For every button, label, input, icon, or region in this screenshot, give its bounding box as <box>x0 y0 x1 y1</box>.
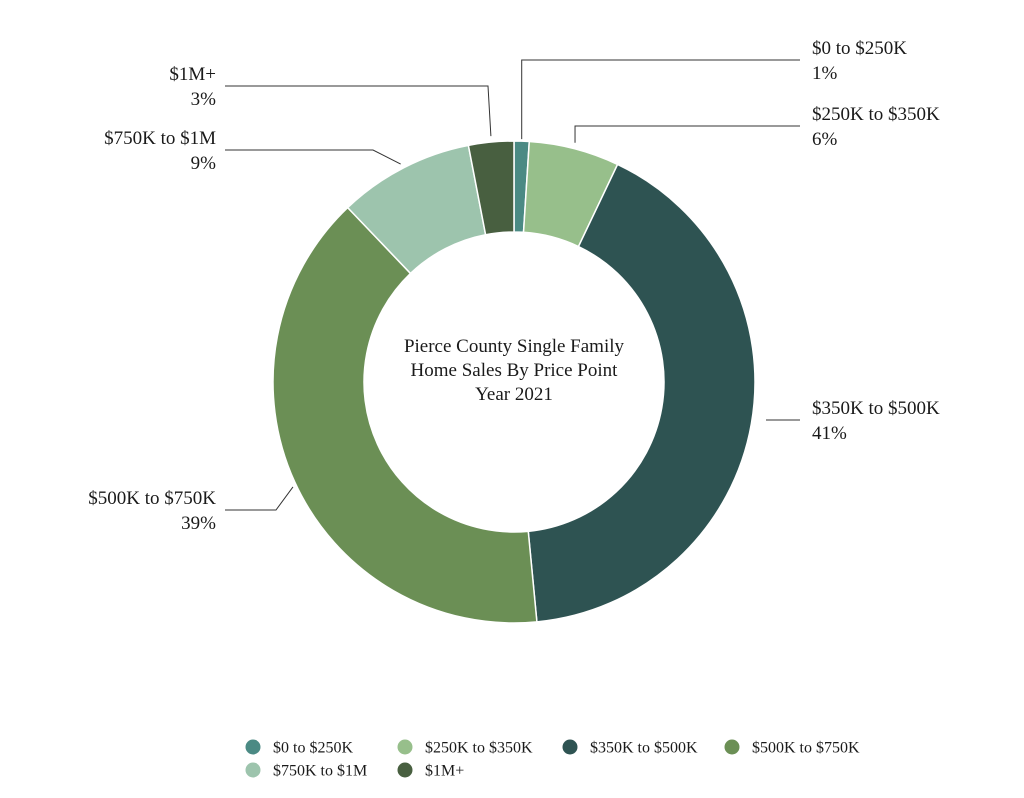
callout-line-5 <box>225 149 401 165</box>
legend-label: $1M+ <box>425 763 464 780</box>
chart-title-line: Home Sales By Price Point <box>411 360 619 381</box>
callout-value-label: 6% <box>812 129 838 150</box>
legend-marker <box>245 762 261 778</box>
callout-value-label: 9% <box>191 153 217 174</box>
slice-3 <box>527 163 756 623</box>
chart-title-line: Year 2021 <box>475 384 553 405</box>
callout-category-label: $750K to $1M <box>104 128 216 149</box>
callout-line-4 <box>225 486 294 511</box>
legend-marker <box>724 739 740 755</box>
legend-label: $350K to $500K <box>590 740 698 757</box>
legend-marker <box>397 762 413 778</box>
callout-category-label: $500K to $750K <box>88 488 216 509</box>
callout-category-label: $350K to $500K <box>812 398 940 419</box>
callout-line-1 <box>521 59 800 140</box>
callout-value-label: 39% <box>181 513 216 534</box>
callout-line-6 <box>225 85 492 137</box>
callout-line-2 <box>574 125 800 143</box>
callout-labels: $0 to $250K 1% $250K to $350K 6% $350K to $5… <box>88 38 940 534</box>
callout-category-label: $0 to $250K <box>812 38 907 59</box>
legend-label: $750K to $1M <box>273 763 367 780</box>
callout-value-label: 41% <box>812 423 847 444</box>
chart-title: Pierce County Single Family Home Sales By… <box>404 336 625 405</box>
legend-marker <box>562 739 578 755</box>
legend-marker <box>245 739 261 755</box>
slice-6 <box>467 140 515 236</box>
legend: $0 to $250K $250K to $350K $350K to $500K $… <box>245 739 860 780</box>
callout-value-label: 1% <box>812 63 838 84</box>
donut-slices <box>272 140 756 624</box>
legend-label: $250K to $350K <box>425 740 533 757</box>
callout-category-label: $250K to $350K <box>812 104 940 125</box>
slice-4 <box>272 206 538 624</box>
legend-label: $500K to $750K <box>752 740 860 757</box>
callout-category-label: $1M+ <box>169 64 216 85</box>
chart-title-line: Pierce County Single Family <box>404 336 625 357</box>
callout-value-label: 3% <box>191 89 217 110</box>
legend-label: $0 to $250K <box>273 740 353 757</box>
legend-marker <box>397 739 413 755</box>
